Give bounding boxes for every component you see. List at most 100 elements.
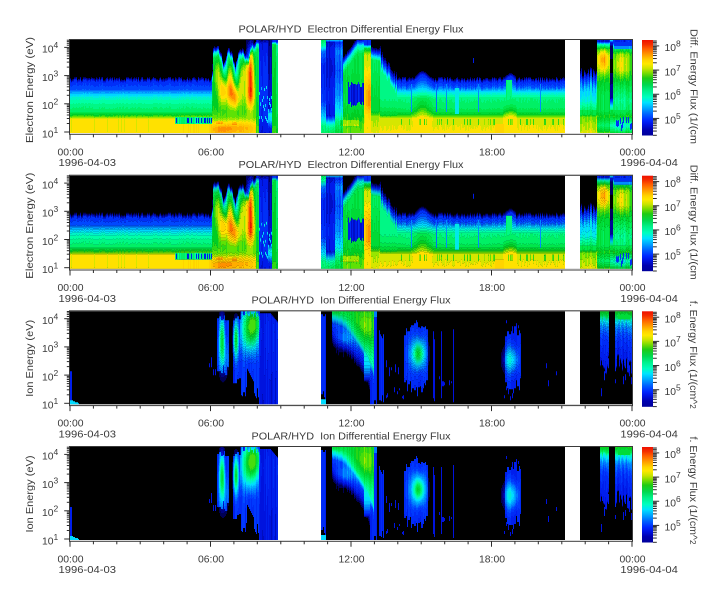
svg-text:f. Energy Flux (1/(cm^2: f. Energy Flux (1/(cm^2 <box>687 437 699 546</box>
svg-text:1: 1 <box>54 532 59 542</box>
svg-text:Diff. Energy Flux (1/(cm: Diff. Energy Flux (1/(cm <box>688 165 700 280</box>
svg-text:10: 10 <box>42 535 54 547</box>
svg-text:Diff. Energy Flux (1/(cm: Diff. Energy Flux (1/(cm <box>688 29 700 144</box>
svg-text:5: 5 <box>676 383 681 393</box>
svg-text:10: 10 <box>665 314 677 326</box>
svg-text:10: 10 <box>42 343 54 355</box>
svg-text:10: 10 <box>42 315 54 327</box>
svg-text:7: 7 <box>676 470 681 480</box>
svg-text:3: 3 <box>54 204 59 214</box>
svg-text:4: 4 <box>54 312 59 322</box>
svg-text:10: 10 <box>42 400 54 412</box>
svg-text:Electron Energy (eV): Electron Energy (eV) <box>24 37 36 143</box>
svg-text:10: 10 <box>665 522 677 534</box>
svg-text:Electron Energy (eV): Electron Energy (eV) <box>24 173 36 279</box>
svg-text:5: 5 <box>676 111 681 121</box>
svg-text:10: 10 <box>665 473 677 485</box>
svg-text:1: 1 <box>54 125 59 135</box>
svg-text:10: 10 <box>665 66 677 78</box>
svg-text:10: 10 <box>42 44 54 56</box>
svg-text:5: 5 <box>676 247 681 257</box>
svg-text:f. Energy Flux (1/(cm^2: f. Energy Flux (1/(cm^2 <box>687 301 699 410</box>
svg-text:10: 10 <box>42 371 54 383</box>
svg-text:2: 2 <box>54 368 59 378</box>
svg-text:6: 6 <box>676 494 681 504</box>
svg-text:POLAR/HYD Electron Differenti: POLAR/HYD Electron Differential Energy F… <box>239 23 465 35</box>
svg-text:2: 2 <box>54 97 59 107</box>
svg-text:10: 10 <box>42 479 54 491</box>
svg-text:POLAR/HYD Ion Differential En: POLAR/HYD Ion Differential Energy Flux <box>252 295 452 307</box>
svg-text:7: 7 <box>676 334 681 344</box>
svg-text:18:00: 18:00 <box>479 146 505 158</box>
svg-text:5: 5 <box>676 518 681 528</box>
svg-text:10: 10 <box>42 451 54 463</box>
svg-text:8: 8 <box>676 446 681 456</box>
svg-text:10: 10 <box>42 100 54 112</box>
svg-text:10: 10 <box>42 128 54 140</box>
svg-text:18:00: 18:00 <box>479 418 505 430</box>
svg-text:10: 10 <box>665 42 677 54</box>
svg-text:4: 4 <box>54 40 59 50</box>
svg-text:10: 10 <box>665 449 677 461</box>
svg-text:00:00: 00:00 <box>620 418 646 430</box>
svg-text:10: 10 <box>42 179 54 191</box>
svg-text:8: 8 <box>676 310 681 320</box>
svg-text:00:00: 00:00 <box>58 146 84 158</box>
svg-text:12:00: 12:00 <box>339 282 365 294</box>
svg-text:10: 10 <box>42 72 54 84</box>
svg-text:10: 10 <box>665 362 677 374</box>
svg-text:10: 10 <box>42 264 54 276</box>
svg-text:10: 10 <box>665 226 677 238</box>
svg-text:1996-04-04: 1996-04-04 <box>620 564 678 576</box>
svg-text:1996-04-03: 1996-04-03 <box>59 429 117 441</box>
svg-text:1996-04-03: 1996-04-03 <box>59 293 117 305</box>
svg-text:1996-04-04: 1996-04-04 <box>620 429 678 441</box>
svg-text:3: 3 <box>54 475 59 485</box>
svg-text:12:00: 12:00 <box>339 418 365 430</box>
svg-text:POLAR/HYD Ion Differential En: POLAR/HYD Ion Differential Energy Flux <box>252 430 452 442</box>
svg-text:10: 10 <box>665 338 677 350</box>
svg-text:00:00: 00:00 <box>620 553 646 565</box>
svg-text:00:00: 00:00 <box>58 553 84 565</box>
svg-text:8: 8 <box>676 174 681 184</box>
svg-text:2: 2 <box>54 232 59 242</box>
svg-text:00:00: 00:00 <box>620 146 646 158</box>
svg-text:18:00: 18:00 <box>479 553 505 565</box>
svg-text:4: 4 <box>54 447 59 457</box>
svg-text:6: 6 <box>676 223 681 233</box>
svg-text:10: 10 <box>665 202 677 214</box>
svg-text:1: 1 <box>54 396 59 406</box>
svg-text:3: 3 <box>54 68 59 78</box>
svg-text:3: 3 <box>54 340 59 350</box>
svg-text:Ion Energy (eV): Ion Energy (eV) <box>24 320 36 397</box>
svg-text:1996-04-04: 1996-04-04 <box>620 157 678 169</box>
svg-text:2: 2 <box>54 504 59 514</box>
svg-text:6: 6 <box>676 87 681 97</box>
svg-text:06:00: 06:00 <box>198 418 224 430</box>
svg-text:00:00: 00:00 <box>620 282 646 294</box>
svg-text:10: 10 <box>665 250 677 262</box>
svg-text:4: 4 <box>54 176 59 186</box>
svg-text:06:00: 06:00 <box>198 282 224 294</box>
svg-text:1996-04-04: 1996-04-04 <box>620 293 678 305</box>
svg-text:7: 7 <box>676 63 681 73</box>
svg-text:10: 10 <box>42 507 54 519</box>
svg-text:6: 6 <box>676 358 681 368</box>
svg-text:10: 10 <box>665 115 677 127</box>
svg-text:10: 10 <box>665 498 677 510</box>
svg-text:10: 10 <box>665 91 677 103</box>
svg-text:1996-04-03: 1996-04-03 <box>59 564 117 576</box>
svg-text:7: 7 <box>676 199 681 209</box>
svg-text:00:00: 00:00 <box>58 418 84 430</box>
svg-text:12:00: 12:00 <box>339 146 365 158</box>
svg-text:06:00: 06:00 <box>198 553 224 565</box>
svg-text:8: 8 <box>676 39 681 49</box>
svg-text:10: 10 <box>665 386 677 398</box>
svg-text:00:00: 00:00 <box>58 282 84 294</box>
svg-text:Ion Energy (eV): Ion Energy (eV) <box>24 456 36 533</box>
svg-text:POLAR/HYD Electron Differenti: POLAR/HYD Electron Differential Energy F… <box>239 159 465 171</box>
svg-text:18:00: 18:00 <box>479 282 505 294</box>
svg-text:10: 10 <box>42 208 54 220</box>
svg-text:12:00: 12:00 <box>339 553 365 565</box>
svg-text:1: 1 <box>54 261 59 271</box>
